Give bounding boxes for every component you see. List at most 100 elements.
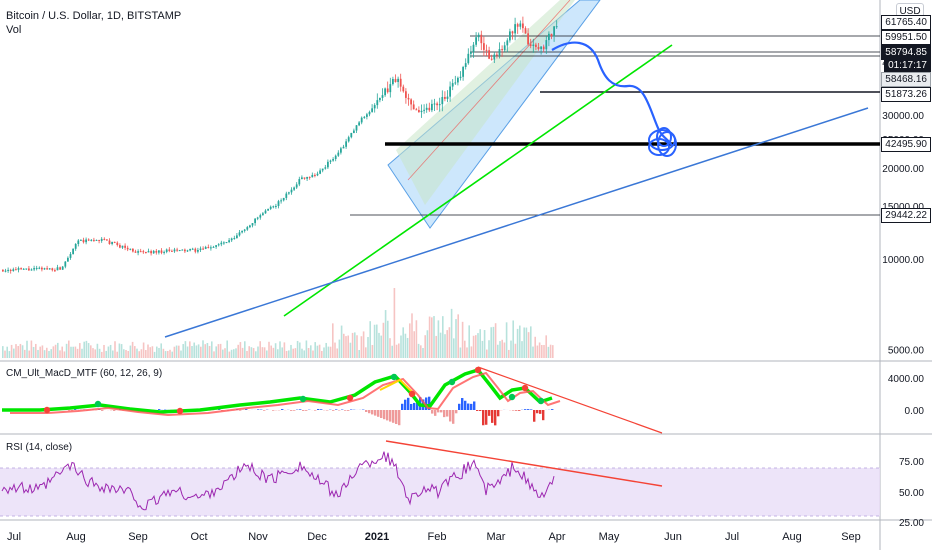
volume-bar [373, 324, 376, 358]
volume-bar [244, 341, 246, 358]
candle [160, 250, 163, 253]
candle [462, 66, 464, 77]
candle [467, 53, 470, 64]
candle [59, 267, 61, 270]
volume-bar [90, 345, 92, 358]
volume-bar [123, 349, 125, 358]
volume-bar [239, 342, 242, 358]
volume-bar [158, 347, 160, 358]
volume-bar [288, 350, 290, 358]
candle [397, 78, 399, 83]
candle [542, 46, 545, 50]
candle [553, 26, 555, 37]
regression-channel-mid [396, 0, 575, 205]
volume-bar [365, 347, 367, 358]
volume-bar [169, 349, 171, 358]
volume-bar [270, 345, 272, 358]
macd-histogram-bar [377, 410, 380, 417]
volume-bar [147, 344, 149, 358]
candle [69, 254, 72, 258]
macd-histogram-bar [482, 410, 485, 426]
volume-bar [261, 347, 264, 358]
volume-bar [415, 320, 418, 358]
x-tick-label: Apr [548, 531, 565, 543]
candle [197, 249, 199, 252]
candle [277, 201, 280, 206]
candle [425, 107, 428, 110]
candle [12, 269, 15, 271]
macd-histogram-bar [536, 410, 539, 414]
volume-bar [8, 351, 11, 358]
volume-bar [351, 332, 354, 358]
volume-bar [488, 340, 490, 358]
macd-histogram-bar [68, 410, 71, 411]
macd-cross-dot [521, 384, 529, 392]
candle [527, 33, 529, 45]
macd-label: CM_Ult_MacD_MTF (60, 12, 26, 9) [6, 368, 163, 379]
candle [545, 40, 548, 50]
candle [488, 50, 490, 59]
volume-bar [455, 319, 457, 358]
volume-bar [180, 350, 182, 358]
price-tag-59951: 59951.50 [881, 30, 931, 45]
candle [126, 247, 129, 250]
candle [132, 248, 134, 252]
volume-bar [501, 339, 503, 358]
macd-cross-dot [408, 390, 416, 398]
volume-bar [508, 349, 510, 358]
candle [470, 52, 472, 54]
macd-histogram-bar [113, 410, 116, 411]
macd-tick-label: 0.00 [905, 406, 925, 417]
candle [46, 268, 48, 270]
candle [35, 267, 38, 269]
candle [9, 269, 12, 271]
volume-bar [431, 317, 433, 358]
volume-bar [437, 320, 440, 358]
candle [324, 167, 327, 169]
candle [98, 239, 100, 241]
blue-trendline [164, 107, 869, 338]
volume-bar [362, 331, 365, 358]
candle [225, 242, 228, 244]
volume-bar [274, 343, 277, 358]
macd-histogram-bar [302, 410, 305, 411]
candle [178, 250, 181, 252]
macd-histogram-bar [305, 410, 308, 411]
macd-histogram-bar [413, 402, 416, 410]
volume-bar [39, 346, 41, 358]
candle [80, 239, 82, 241]
volume-bar [37, 349, 39, 358]
volume-bar [318, 344, 321, 358]
macd-histogram-bar [407, 397, 410, 410]
candle [243, 229, 246, 231]
macd-yellow-segment [379, 378, 416, 396]
volume-bar [21, 345, 24, 358]
rsi-line [1, 451, 555, 511]
candle [379, 97, 381, 101]
candle [449, 86, 451, 97]
candle [64, 261, 67, 267]
candle [464, 63, 467, 67]
volume-bar [444, 334, 446, 358]
macd-histogram-bar [485, 410, 488, 425]
candle [431, 103, 433, 111]
x-tick-label: May [599, 531, 620, 543]
volume-bar [303, 350, 305, 358]
candle [373, 105, 376, 109]
candle [412, 104, 415, 110]
candle [483, 43, 485, 50]
volume-bar [470, 346, 473, 358]
volume-bar [345, 336, 347, 358]
volume-bar [457, 314, 459, 358]
candle [282, 197, 285, 201]
volume-bar [466, 347, 468, 358]
volume-bar [61, 346, 63, 358]
volume-bar [527, 332, 530, 358]
candle [113, 241, 116, 243]
volume-bar [281, 347, 283, 358]
macd-cross-dot [537, 397, 545, 405]
candle [446, 96, 449, 99]
candle [288, 192, 290, 194]
macd-histogram-bar [497, 410, 500, 417]
